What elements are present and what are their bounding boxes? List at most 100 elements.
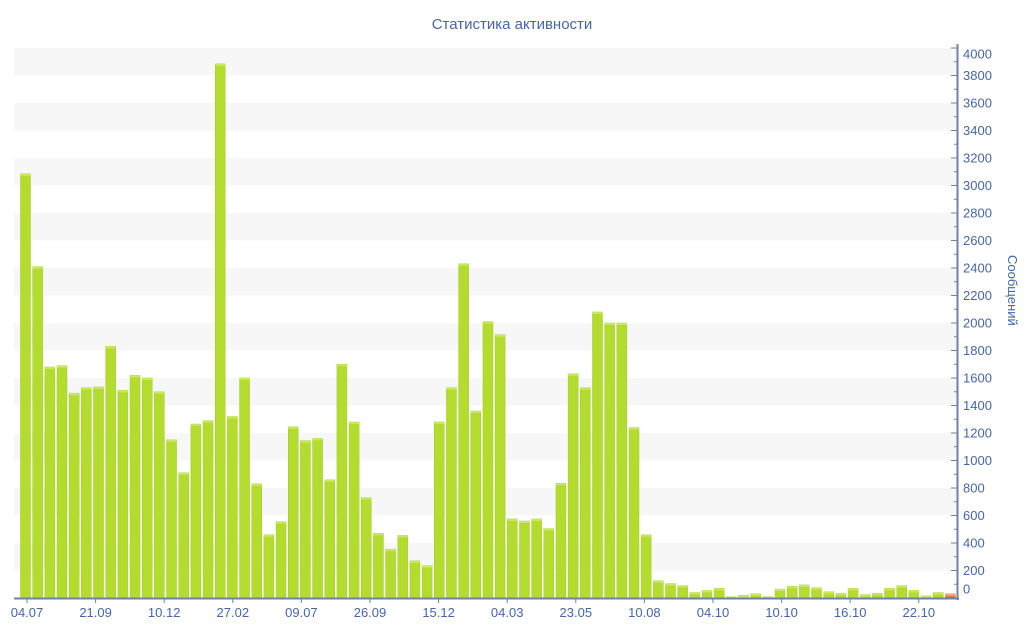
bar (482, 321, 494, 599)
y-tick-label: 4000 (963, 47, 992, 62)
bar (555, 482, 567, 599)
y-axis-label: Сообщений (1005, 255, 1020, 326)
y-tick-label: 3400 (963, 123, 992, 138)
bar-top-cap (933, 592, 944, 595)
bar (640, 534, 652, 599)
bar-top-cap (203, 420, 214, 423)
x-tick-label: 09.07 (285, 605, 318, 620)
x-tick-label: 04.07 (11, 605, 44, 620)
bar (129, 375, 141, 599)
bar-top-cap (568, 373, 579, 376)
y-tick-label: 400 (963, 536, 985, 551)
bar-top-cap (750, 593, 761, 596)
bar (543, 528, 555, 599)
bar-top-cap (738, 595, 749, 598)
bar (56, 365, 68, 599)
bar-top-cap (543, 528, 554, 531)
y-tick-label: 2000 (963, 316, 992, 331)
bar (628, 427, 640, 599)
bar (507, 518, 518, 599)
bar-top-cap (190, 424, 201, 427)
bar-top-cap (945, 593, 956, 596)
bar-top-cap (507, 518, 518, 521)
bar-top-cap (482, 321, 493, 324)
bar-top-cap (726, 596, 737, 598)
bar (361, 497, 372, 599)
bar (81, 387, 92, 599)
bar-top-cap (81, 387, 92, 390)
bar-top-cap (142, 378, 153, 380)
bar (458, 263, 469, 599)
bar-top-cap (495, 334, 506, 337)
bar (275, 521, 287, 599)
bar-top-cap (130, 375, 141, 378)
bar-top-cap (641, 534, 652, 537)
bar-top-cap (349, 422, 360, 424)
bar-top-cap (787, 586, 798, 589)
x-tick-label: 22.10 (903, 605, 936, 620)
bar (202, 420, 214, 599)
bar (166, 439, 177, 599)
x-tick-label: 15.12 (422, 605, 455, 620)
y-tick-label: 1600 (963, 371, 992, 386)
bar (178, 472, 189, 599)
bar (263, 534, 275, 599)
bar-top-cap (799, 584, 810, 587)
bar-top-cap (446, 387, 457, 390)
bar (531, 518, 542, 599)
bar (141, 377, 153, 599)
bar-top-cap (227, 416, 238, 419)
bar-top-cap (44, 367, 55, 369)
bar-top-cap (519, 521, 530, 523)
bar-top-cap (434, 422, 445, 424)
bar-top-cap (629, 427, 639, 430)
bar (93, 386, 104, 599)
bar-top-cap (604, 323, 615, 325)
bar (214, 63, 226, 599)
bar (653, 580, 664, 599)
bar (190, 423, 202, 599)
bar-top-cap (397, 535, 408, 538)
bar-top-cap (215, 63, 226, 66)
bar (312, 438, 323, 599)
x-tick-label: 04.03 (491, 605, 524, 620)
bar (324, 479, 335, 599)
bar-top-cap (921, 595, 932, 598)
y-tick-label: 2800 (963, 206, 992, 221)
bar-top-cap (616, 323, 627, 325)
grid-stripe (14, 158, 957, 186)
x-tick-label: 10.08 (628, 605, 661, 620)
grid-stripe (14, 268, 957, 296)
bar-top-cap (823, 591, 834, 594)
bar (287, 426, 299, 599)
bar-top-cap (848, 588, 859, 591)
bar (227, 416, 238, 599)
bar-top-cap (324, 479, 335, 482)
y-tick-label: 1200 (963, 426, 992, 441)
bar-top-cap (105, 346, 116, 349)
bar-top-cap (288, 426, 299, 429)
x-tick-label: 26.09 (354, 605, 387, 620)
bar-top-cap (336, 364, 347, 367)
bar-top-cap (178, 472, 189, 475)
bar-top-cap (775, 589, 786, 592)
bar (470, 410, 482, 599)
bar-top-cap (117, 390, 128, 393)
y-tick-label: 3800 (963, 68, 992, 83)
bar (604, 322, 615, 599)
bar-top-cap (373, 533, 384, 536)
bar (239, 377, 250, 599)
bar-top-cap (422, 565, 433, 568)
bar-top-cap (908, 590, 919, 593)
bar (336, 364, 348, 599)
bar (567, 373, 579, 599)
bar (580, 387, 591, 599)
bar (446, 387, 457, 599)
bar-top-cap (592, 312, 603, 314)
x-tick-label: 21.09 (79, 605, 112, 620)
grid-stripe (14, 103, 957, 131)
bar-top-cap (69, 393, 80, 396)
bar-top-cap (580, 387, 591, 390)
